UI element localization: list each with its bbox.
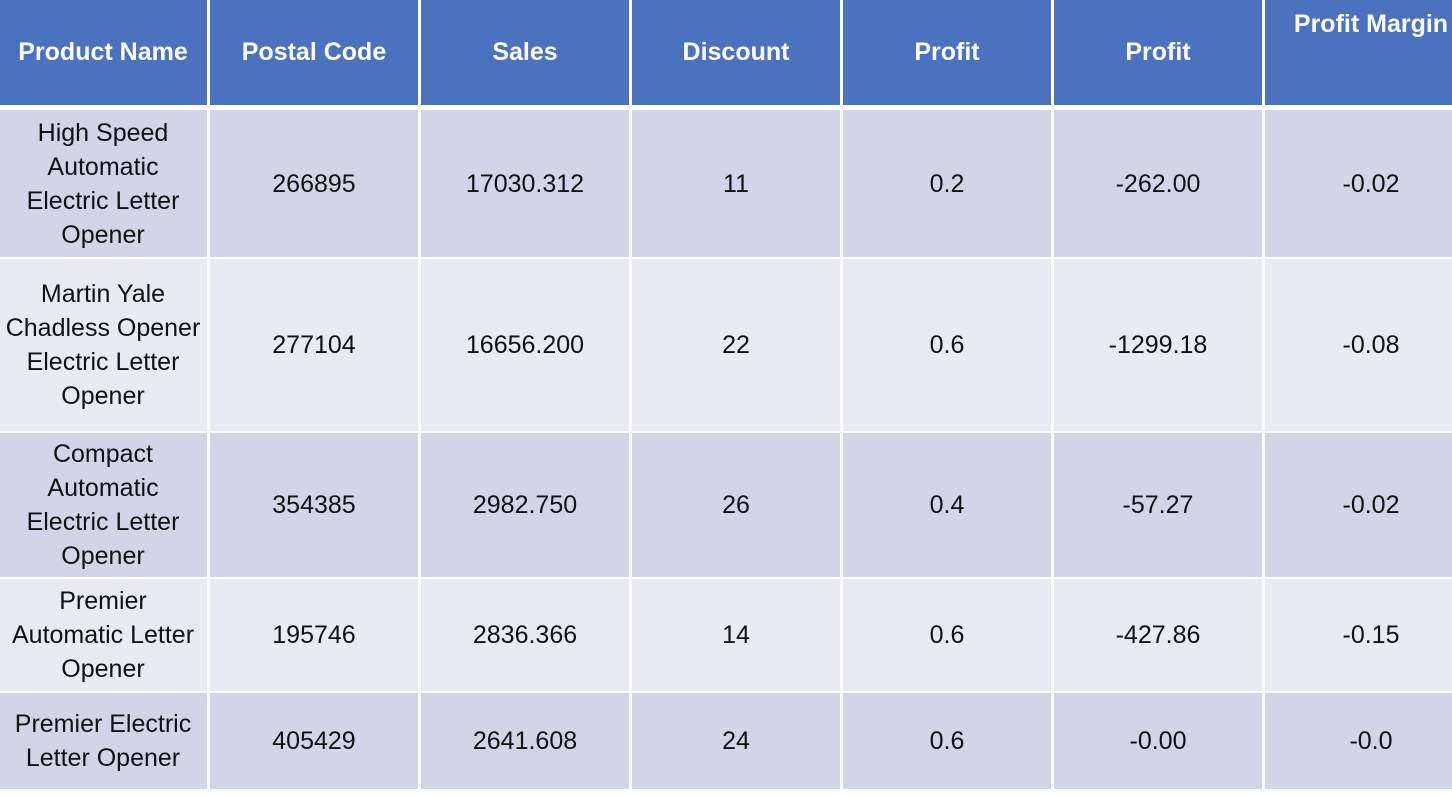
table-row: Premier Automatic Letter Opener 195746 2…	[0, 579, 1452, 693]
header-profit-2: Profit	[1054, 0, 1262, 110]
cell-sales: 2836.366	[421, 579, 629, 693]
cell-profit-margin: -0.02	[1265, 110, 1452, 259]
cell-product-name: Premier Electric Letter Opener	[0, 693, 207, 791]
cell-sales: 2641.608	[421, 693, 629, 791]
cell-profit: 0.4	[843, 433, 1051, 579]
cell-profit-2: -57.27	[1054, 433, 1262, 579]
cell-postal-code: 277104	[210, 259, 418, 433]
header-discount: Discount	[632, 0, 840, 110]
cell-sales: 16656.200	[421, 259, 629, 433]
cell-sales: 2982.750	[421, 433, 629, 579]
cell-profit: 0.6	[843, 693, 1051, 791]
cell-discount: 14	[632, 579, 840, 693]
table-row: Martin Yale Chadless Opener Electric Let…	[0, 259, 1452, 433]
cell-profit: 0.2	[843, 110, 1051, 259]
table-row: High Speed Automatic Electric Letter Ope…	[0, 110, 1452, 259]
cell-product-name: Martin Yale Chadless Opener Electric Let…	[0, 259, 207, 433]
cell-profit-margin: -0.02	[1265, 433, 1452, 579]
cell-discount: 24	[632, 693, 840, 791]
table-row: Compact Automatic Electric Letter Opener…	[0, 433, 1452, 579]
header-postal-code: Postal Code	[210, 0, 418, 110]
cell-sales: 17030.312	[421, 110, 629, 259]
cell-postal-code: 266895	[210, 110, 418, 259]
cell-profit-margin: -0.0	[1265, 693, 1452, 791]
cell-profit-2: -262.00	[1054, 110, 1262, 259]
cell-profit-2: -427.86	[1054, 579, 1262, 693]
header-profit-margin: Profit Margin	[1265, 0, 1452, 110]
header-profit: Profit	[843, 0, 1051, 110]
cell-discount: 26	[632, 433, 840, 579]
cell-profit: 0.6	[843, 259, 1051, 433]
cell-product-name: High Speed Automatic Electric Letter Ope…	[0, 110, 207, 259]
cell-product-name: Premier Automatic Letter Opener	[0, 579, 207, 693]
header-sales: Sales	[421, 0, 629, 110]
cell-discount: 11	[632, 110, 840, 259]
cell-product-name: Compact Automatic Electric Letter Opener	[0, 433, 207, 579]
table-row: Premier Electric Letter Opener 405429 26…	[0, 693, 1452, 791]
header-row: Product Name Postal Code Sales Discount …	[0, 0, 1452, 110]
cell-profit-2: -0.00	[1054, 693, 1262, 791]
cell-profit-2: -1299.18	[1054, 259, 1262, 433]
cell-postal-code: 405429	[210, 693, 418, 791]
cell-discount: 22	[632, 259, 840, 433]
cell-profit: 0.6	[843, 579, 1051, 693]
cell-postal-code: 195746	[210, 579, 418, 693]
header-product-name: Product Name	[0, 0, 207, 110]
cell-postal-code: 354385	[210, 433, 418, 579]
cell-profit-margin: -0.15	[1265, 579, 1452, 693]
cell-profit-margin: -0.08	[1265, 259, 1452, 433]
